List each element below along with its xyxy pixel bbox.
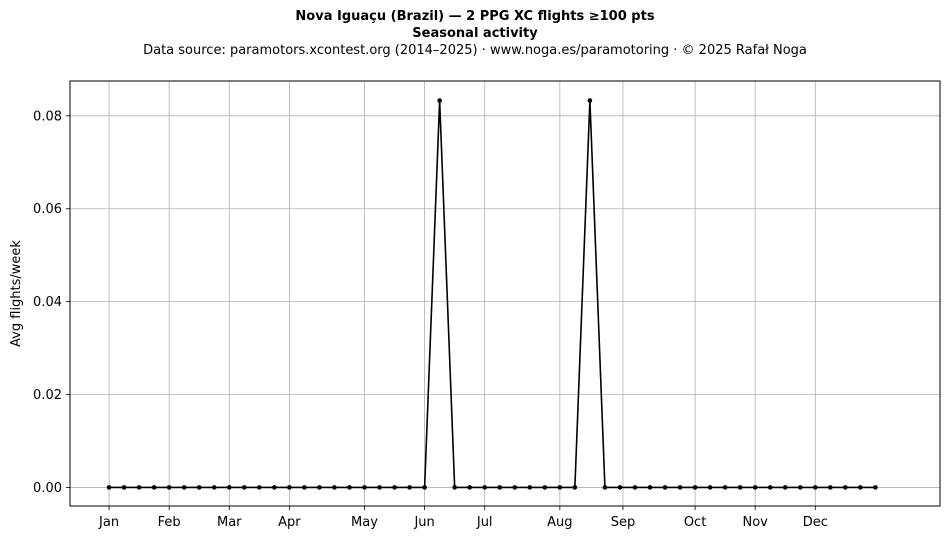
y-tick-label: 0.08 — [33, 109, 62, 124]
data-point — [617, 485, 623, 490]
x-tick-label: Oct — [684, 515, 706, 530]
data-point — [452, 485, 457, 490]
tick-layer: Jan Feb Mar Apr May Jun Jul Aug Sep Oct Nov Dec 0.00… — [33, 109, 828, 530]
data-point — [392, 485, 397, 490]
data-point — [181, 485, 187, 490]
x-tick-label: May — [351, 515, 378, 530]
x-tick-label: Sep — [611, 515, 636, 530]
x-tick-label: Apr — [278, 515, 301, 530]
data-point — [782, 485, 788, 490]
data-point — [482, 485, 488, 490]
data-point — [662, 485, 668, 490]
chart-title: Nova Iguaçu (Brazil) — 2 PPG XC flights … — [295, 9, 655, 24]
data-point — [257, 485, 262, 490]
data-point — [407, 485, 412, 490]
data-point — [527, 485, 533, 490]
data-point — [812, 485, 818, 490]
data-point — [572, 485, 578, 490]
x-tick-label: Jan — [98, 515, 119, 530]
x-tick-label: Jun — [413, 515, 434, 530]
data-point — [332, 485, 337, 490]
data-point — [422, 485, 427, 490]
data-point — [677, 485, 683, 490]
data-point — [873, 485, 878, 490]
x-tick-label: Aug — [547, 515, 572, 530]
data-point — [302, 485, 307, 490]
data-point — [828, 485, 833, 490]
data-point — [121, 485, 127, 490]
x-tick-label: Jul — [476, 515, 493, 530]
data-point — [707, 485, 713, 490]
data-point — [752, 485, 758, 490]
data-point — [767, 485, 773, 490]
data-point — [797, 485, 803, 490]
plot-frame — [69, 80, 941, 507]
data-point — [317, 485, 322, 490]
x-tick-label: Mar — [217, 515, 242, 530]
data-point — [106, 485, 112, 490]
data-point — [647, 485, 653, 490]
data-point — [737, 485, 743, 490]
data-point — [497, 485, 503, 490]
data-point — [512, 485, 518, 490]
data-point — [632, 485, 638, 490]
data-point — [843, 485, 848, 490]
data-point — [211, 485, 217, 490]
data-point — [692, 485, 698, 490]
data-point — [587, 98, 593, 103]
data-point — [467, 485, 472, 490]
y-tick-label: 0.06 — [33, 202, 62, 217]
data-point — [151, 485, 157, 490]
y-tick-label: 0.04 — [33, 295, 62, 310]
y-tick-label: 0.00 — [33, 481, 62, 496]
chart-subtitle: Data source: paramotors.xcontest.org (20… — [143, 43, 807, 58]
y-axis-label: Avg flights/week — [9, 240, 24, 347]
x-tick-label: Feb — [158, 515, 181, 530]
chart-title-block: Nova Iguaçu (Brazil) — 2 PPG XC flights … — [0, 8, 950, 59]
data-point — [437, 98, 442, 103]
data-point — [136, 485, 142, 490]
grid-lines — [70, 81, 940, 506]
data-point — [347, 485, 352, 490]
data-point — [287, 485, 292, 490]
x-tick-label: Dec — [803, 515, 828, 530]
data-point — [196, 485, 202, 490]
data-point — [377, 485, 382, 490]
data-point — [166, 485, 172, 490]
x-tick-label: Nov — [742, 515, 768, 530]
chart-title-secondary: Seasonal activity — [412, 26, 538, 41]
data-point — [362, 485, 367, 490]
data-point — [722, 485, 728, 490]
data-point — [602, 485, 608, 490]
series-line — [109, 99, 876, 489]
data-point — [542, 485, 548, 490]
series-layer — [106, 98, 878, 490]
data-point — [242, 485, 247, 490]
y-tick-label: 0.02 — [33, 388, 62, 403]
data-point — [226, 485, 232, 490]
data-point — [858, 485, 863, 490]
data-point — [272, 485, 277, 490]
data-point — [557, 485, 563, 490]
